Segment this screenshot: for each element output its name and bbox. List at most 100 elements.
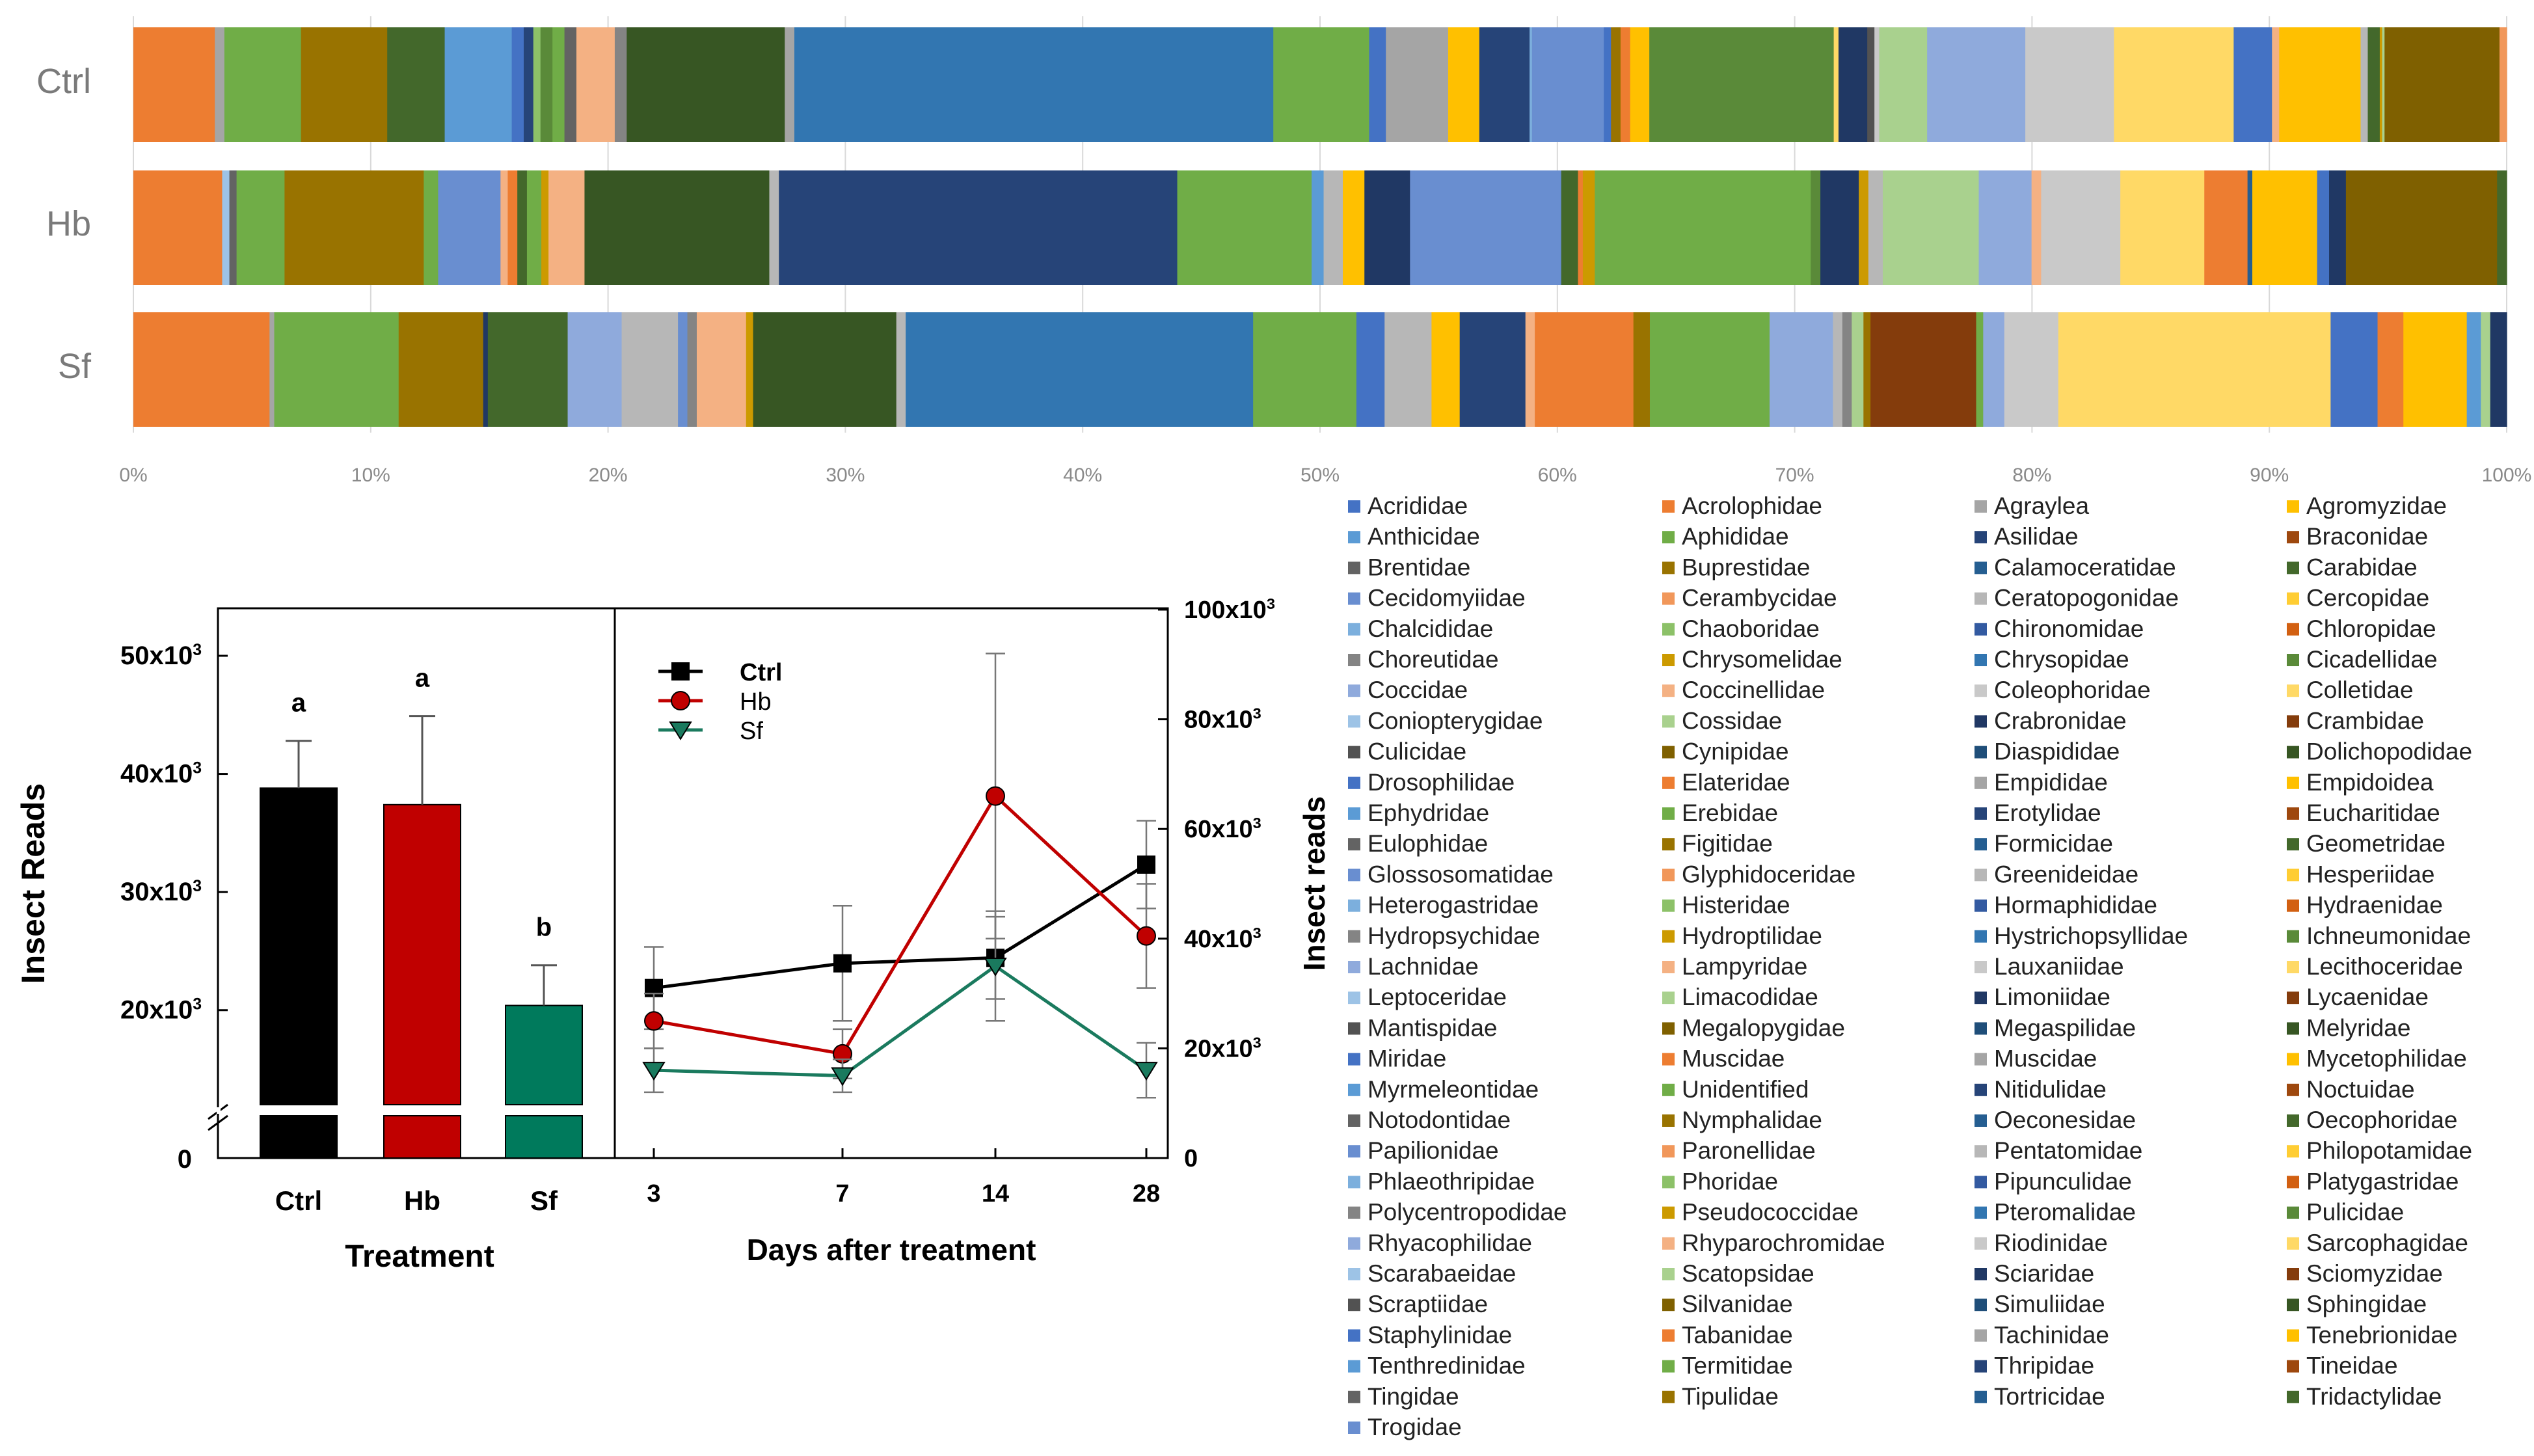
legend-label-lachnidae: Lachnidae [1368,953,1479,980]
legend-swatch-ichneumonidae [2287,930,2299,943]
axis-break-gap [217,1107,221,1114]
legend-swatch-cynipidae [1662,746,1675,759]
segment-sf-23 [1633,312,1651,427]
bar-y-tick-zero: 0 [178,1145,192,1174]
segment-hb-40 [2329,170,2347,285]
legend-swatch-muscidae [1662,1053,1675,1066]
line-x-tick-28: 28 [1133,1180,1160,1207]
segment-sf-0 [133,312,263,427]
line-y-tick-3: 60x103 [1184,815,1261,843]
legend-swatch-trogidae [1348,1422,1360,1434]
segment-sf-2 [269,312,275,427]
legend-label-hystrichopsyllidae: Hystrichopsyllidae [1994,923,2188,949]
segment-sf-3 [274,312,399,427]
legend-swatch-rhyparochromidae [1662,1237,1675,1250]
segment-hb-38 [2252,170,2318,285]
legend-swatch-buprestidae [1662,561,1675,574]
legend-swatch-choreutidae [1348,654,1360,666]
bar-ctrl-letter: a [291,689,306,718]
segment-hb-16 [1177,170,1312,285]
legend-label-aphididae: Aphididae [1682,523,1789,550]
segment-sf-4 [398,312,484,427]
legend-swatch-elateridae [1662,776,1675,789]
segment-ctrl-36 [2025,27,2114,142]
line-x-tick-3: 3 [647,1180,660,1207]
segment-ctrl-38 [2233,27,2272,142]
segment-ctrl-43 [2379,27,2383,142]
segment-sf-18 [1384,312,1432,427]
legend-swatch-termitidae [1662,1360,1675,1373]
segment-ctrl-29 [1649,27,1835,142]
legend-marker-ctrl [671,662,690,681]
legend-swatch-noctuidae [2287,1083,2299,1096]
legend-swatch-drosophilidae [1348,776,1360,789]
legend-swatch-unidentified [1662,1083,1675,1096]
line-y-axis-label: Insect reads [1297,796,1331,971]
legend-label-elateridae: Elateridae [1682,769,1790,796]
segment-sf-6 [487,312,569,427]
segment-sf-10 [687,312,697,427]
bar-hb-lower [383,1115,461,1159]
legend-label-diaspididae: Diaspididae [1994,738,2120,765]
legend-label-cercopidae: Cercopidae [2306,585,2429,612]
legend-label-staphylinidae: Staphylinidae [1368,1321,1512,1348]
bar-y-tick-2: 40x103 [120,760,202,789]
legend-label-unidentified: Unidentified [1682,1076,1809,1103]
segment-ctrl-33 [1874,27,1880,142]
segment-hb-22 [1414,170,1562,285]
legend-swatch-formicidae [1975,838,1987,851]
legend-swatch-staphylinidae [1348,1329,1360,1342]
legend-label-tenthredinidae: Tenthredinidae [1368,1353,1526,1379]
segment-ctrl-28 [1630,27,1650,142]
x-tick-50pct: 50% [1301,465,1340,486]
legend-label-chrysopidae: Chrysopidae [1994,646,2129,673]
legend-swatch-cercopidae [2287,592,2299,605]
segment-hb-23 [1561,170,1579,285]
row-label-sf: Sf [58,347,92,386]
legend-swatch-dolichopodidae [2287,746,2299,759]
legend-label-empidoidea: Empidoidea [2306,769,2434,796]
legend-swatch-brentidae [1348,561,1360,574]
legend-label-empididae: Empididae [1994,769,2108,796]
bar-ctrl-lower [260,1115,338,1159]
legend-swatch-culicidae [1348,746,1360,759]
segment-sf-9 [678,312,688,427]
legend-swatch-eulophidae [1348,838,1360,851]
legend-label-sciaridae: Sciaridae [1994,1260,2094,1287]
segment-ctrl-30 [1833,27,1839,142]
legend-label-pentatomidae: Pentatomidae [1994,1137,2142,1164]
legend-label-greenideidae: Greenideidae [1994,861,2138,887]
bar-y-tick-1: 30x103 [120,878,202,906]
legend-label-pseudococcidae: Pseudococcidae [1682,1199,1859,1226]
segment-hb-20 [1364,170,1410,285]
legend-swatch-lycaenidae [2287,991,2299,1004]
legend-swatch-empididae [1975,776,1987,789]
bar-y-ticks: 20x103 30x103 40x103 50x103 0 [120,641,228,1174]
legend-swatch-acrolophidae [1662,500,1675,513]
segment-hb-32 [1978,170,2032,285]
segment-ctrl-39 [2272,27,2280,142]
legend-swatch-hydraenidae [2287,899,2299,912]
legend-label-megalopygidae: Megalopygidae [1682,1014,1845,1041]
legend-swatch-colletidae [2287,684,2299,697]
legend-label-hormaphididae: Hormaphididae [1994,892,2157,919]
legend-label-tipulidae: Tipulidae [1682,1383,1779,1410]
segment-hb-18 [1323,170,1343,285]
legend-swatch-hesperiidae [2287,869,2299,882]
legend-swatch-riodinidae [1975,1237,1987,1250]
legend-swatch-scraptiidae [1348,1299,1360,1312]
legend-swatch-tipulidae [1662,1390,1675,1403]
legend-label-cynipidae: Cynipidae [1682,738,1789,765]
segment-ctrl-5 [387,27,446,142]
segment-sf-31 [1976,312,1984,427]
segment-hb-14 [769,170,779,285]
legend-label-braconidae: Braconidae [2306,523,2428,550]
legend-label-figitidae: Figitidae [1682,830,1773,857]
legend-swatch-sciaridae [1975,1268,1987,1280]
legend-label-leptoceridae: Leptoceridae [1368,984,1507,1010]
legend-label-chalcididae: Chalcididae [1368,615,1493,642]
legend-label-riodinidae: Riodinidae [1994,1230,2108,1256]
segment-hb-9 [517,170,528,285]
legend-swatch-chironomidae [1975,623,1987,636]
x-tick-20pct: 20% [589,465,628,486]
